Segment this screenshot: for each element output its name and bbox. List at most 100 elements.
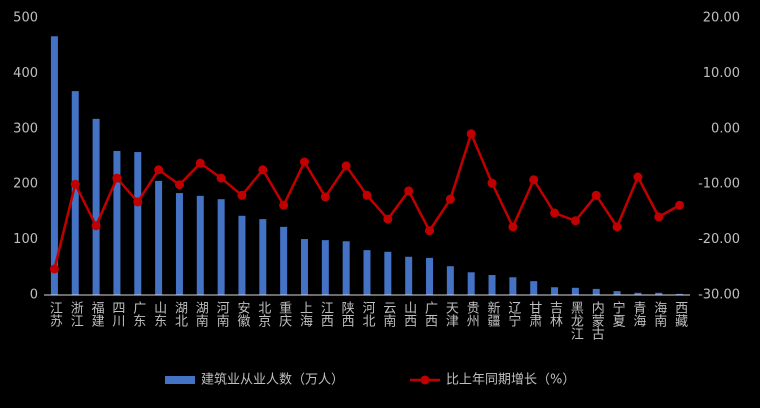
- x-tick-label: 河北: [360, 301, 376, 328]
- x-tick-label: 上海: [297, 301, 313, 327]
- bar: [71, 91, 79, 296]
- bar: [280, 226, 288, 295]
- marker: [70, 179, 80, 189]
- x-tick-label: 江西: [318, 301, 334, 327]
- x-tick-label: 北京: [255, 301, 271, 327]
- marker: [591, 190, 601, 200]
- marker: [133, 197, 143, 207]
- x-tick-label: 福建: [89, 301, 105, 328]
- marker: [112, 173, 122, 183]
- x-tick-label: 甘肃: [526, 301, 542, 327]
- x-tick-label: 新疆: [485, 300, 501, 327]
- marker: [258, 165, 268, 175]
- bar: [175, 193, 183, 295]
- x-tick-label: 浙江: [68, 301, 84, 327]
- bar: [634, 292, 642, 295]
- marker: [675, 200, 685, 210]
- y-tick-label: 400: [13, 66, 38, 81]
- legend-label: 比上年同期增长（%）: [446, 373, 575, 388]
- x-tick-label: 内蒙古: [589, 300, 605, 340]
- x-tick-label: 天津: [443, 301, 459, 327]
- marker: [570, 216, 580, 226]
- bar: [551, 287, 559, 295]
- marker: [508, 222, 518, 232]
- y-tick-label: 300: [13, 121, 38, 136]
- marker: [425, 226, 435, 236]
- x-tick-label: 辽宁: [505, 301, 521, 327]
- bar: [446, 266, 454, 295]
- marker: [91, 221, 101, 231]
- x-tick-label: 陕西: [339, 301, 355, 327]
- marker: [466, 129, 476, 139]
- x-tick-label: 湖南: [193, 301, 209, 327]
- bar: [259, 219, 267, 295]
- x-tick-label: 西藏: [672, 301, 688, 327]
- marker: [195, 158, 205, 168]
- bar: [134, 152, 142, 295]
- marker: [341, 161, 351, 171]
- x-tick-label: 江苏: [47, 301, 63, 327]
- bar: [655, 292, 663, 295]
- y-tick-label: 0: [30, 288, 38, 303]
- marker: [362, 190, 372, 200]
- x-tick-label: 安徽: [234, 301, 250, 327]
- x-tick-label: 四川: [109, 301, 125, 327]
- legend-swatch: [165, 376, 195, 384]
- x-tick-label: 湖北: [172, 301, 188, 328]
- x-tick-label: 吉林: [547, 301, 563, 327]
- marker: [174, 180, 184, 190]
- marker: [487, 178, 497, 188]
- bar: [50, 36, 58, 295]
- marker: [633, 172, 643, 182]
- marker: [320, 192, 330, 202]
- bar: [509, 277, 517, 295]
- bar: [238, 215, 246, 295]
- y2-tick-label: 0.00: [711, 121, 740, 136]
- marker: [299, 157, 309, 167]
- y-tick-label: 200: [13, 177, 38, 192]
- marker: [216, 173, 226, 183]
- legend-label: 建筑业从业人数（万人）: [201, 372, 344, 388]
- y2-tick-label: 20.00: [703, 11, 740, 26]
- line: [53, 130, 681, 270]
- legend-marker: [420, 375, 430, 385]
- x-tick-label: 广东: [130, 301, 146, 327]
- y-tick-label: 100: [13, 232, 38, 247]
- marker: [612, 222, 622, 232]
- y2-tick-label: -30.00: [698, 288, 740, 303]
- x-tick-label: 贵州: [464, 301, 480, 327]
- marker: [237, 190, 247, 200]
- marker: [404, 186, 414, 196]
- marker: [445, 194, 455, 204]
- marker: [154, 165, 164, 175]
- x-tick-label: 宁夏: [610, 300, 626, 327]
- x-tick-label: 青海: [630, 301, 646, 327]
- bar: [613, 291, 621, 295]
- marker: [49, 264, 59, 274]
- marker: [654, 212, 664, 222]
- bar: [571, 287, 579, 295]
- bar: [384, 251, 392, 295]
- bar: [342, 241, 350, 295]
- y-tick-label: 500: [13, 11, 38, 26]
- x-tick-label: 山东: [151, 301, 167, 327]
- bar: [530, 281, 538, 295]
- y2-tick-label: -20.00: [698, 232, 740, 247]
- bar: [196, 195, 204, 295]
- x-tick-label: 重庆: [276, 300, 292, 327]
- x-tick-label: 黑龙江: [568, 301, 584, 340]
- bar: [467, 272, 475, 295]
- marker: [529, 175, 539, 185]
- y2-tick-label: -10.00: [698, 177, 740, 192]
- x-tick-label: 河南: [214, 301, 230, 327]
- x-tick-label: 云南: [380, 301, 396, 327]
- bar: [488, 275, 496, 295]
- marker: [383, 214, 393, 224]
- y2-tick-label: 10.00: [703, 66, 740, 81]
- x-tick-label: 广西: [422, 301, 438, 327]
- x-tick-label: 海南: [651, 301, 667, 327]
- bar: [300, 239, 308, 295]
- bar: [217, 199, 225, 295]
- bar: [426, 257, 434, 295]
